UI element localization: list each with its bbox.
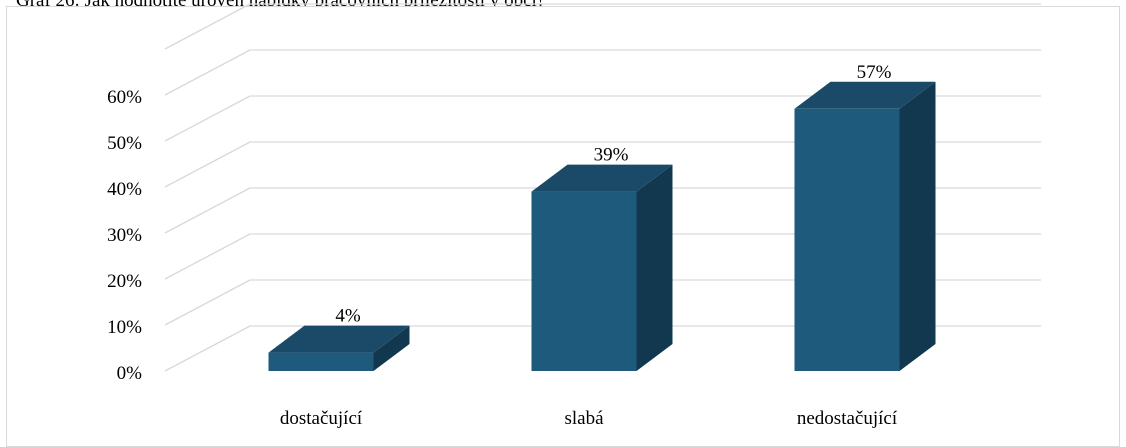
x-category-label: nedostačující — [797, 408, 898, 429]
x-category-label: dostačující — [280, 408, 363, 429]
bar — [531, 191, 637, 371]
y-tick-label: 10% — [107, 317, 142, 338]
gridline-diagonal — [164, 325, 251, 372]
gridline-diagonal — [164, 279, 251, 326]
chart-caption: Graf 26: Jak hodnotíte úroveň nabídky pr… — [16, 0, 545, 12]
data-label: 4% — [335, 306, 361, 327]
bar-side — [636, 164, 673, 371]
bar — [794, 108, 900, 372]
y-tick-label: 30% — [107, 225, 142, 246]
y-tick-label: 60% — [107, 87, 142, 108]
gridline-diagonal — [164, 49, 251, 96]
y-tick-label: 20% — [107, 271, 142, 292]
gridline-diagonal — [164, 141, 251, 188]
data-label: 57% — [857, 62, 892, 83]
y-tick-label: 0% — [117, 363, 143, 384]
y-tick-label: 50% — [107, 133, 142, 154]
gridline-diagonal — [164, 3, 251, 50]
y-tick-label: 40% — [107, 179, 142, 200]
gridline-diagonal — [164, 187, 251, 234]
bar — [268, 352, 374, 371]
data-label: 39% — [594, 145, 629, 166]
gridline-diagonal — [164, 95, 251, 142]
bar-top — [794, 81, 936, 109]
gridline-diagonal — [164, 233, 251, 280]
bar-side — [373, 325, 410, 371]
bar-top — [268, 325, 410, 353]
x-category-label: slabá — [564, 408, 604, 429]
bar-side — [899, 81, 936, 372]
bar-top — [531, 164, 673, 192]
